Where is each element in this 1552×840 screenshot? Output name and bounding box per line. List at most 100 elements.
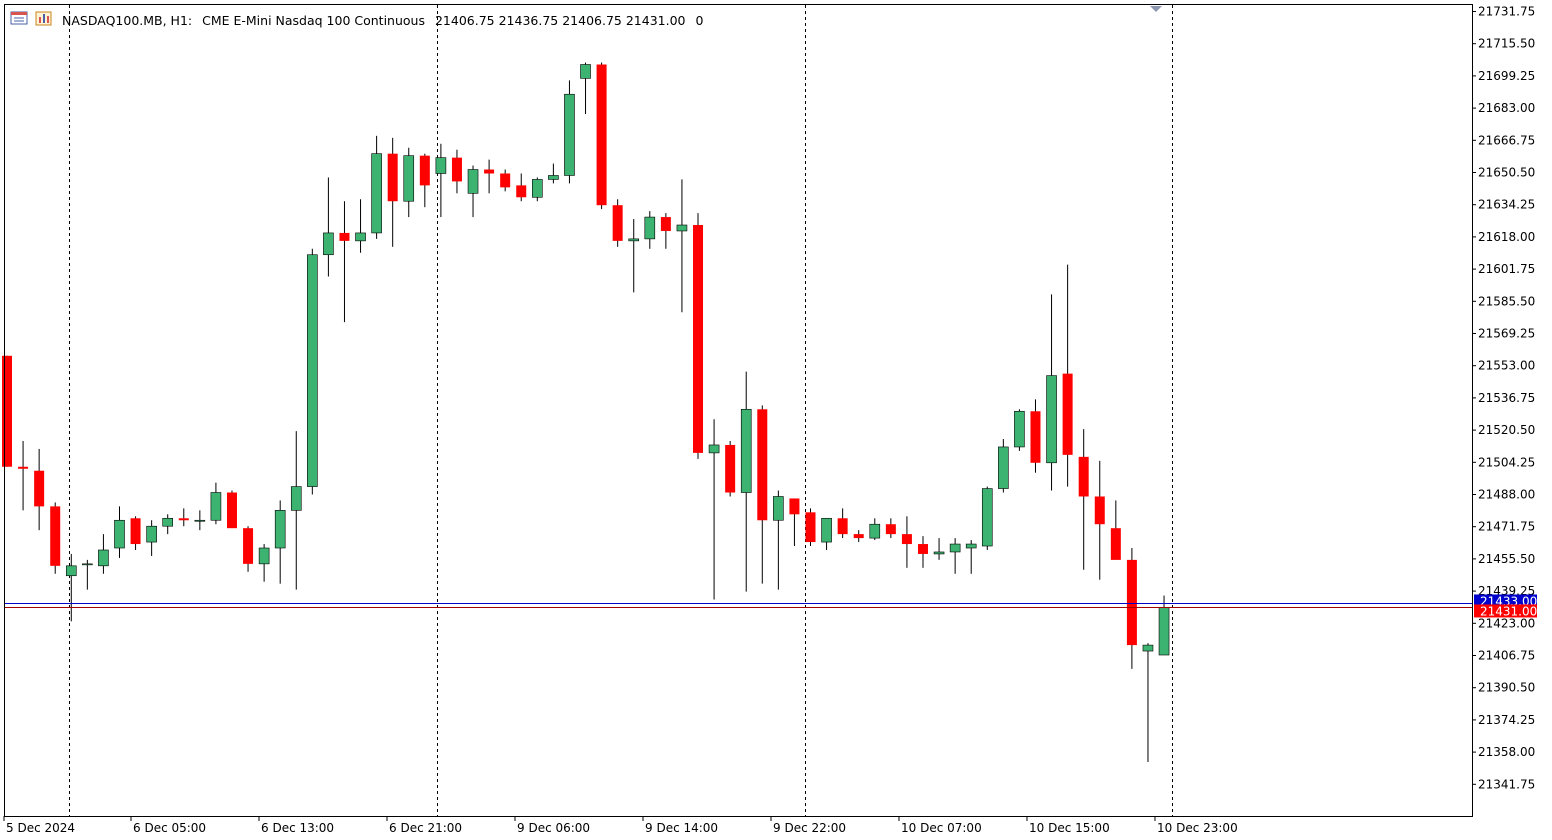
- price-tick-label: 21341.75: [1478, 777, 1535, 791]
- bear-candle: [130, 516, 141, 550]
- bull-candle: [949, 538, 961, 574]
- bull-candle: [998, 439, 1009, 493]
- bear-candle: [18, 440, 29, 511]
- chart-properties-icon[interactable]: [35, 11, 52, 26]
- time-tick-label: 6 Dec 05:00: [133, 821, 206, 835]
- bull-candle: [114, 506, 125, 558]
- bear-candle: [243, 526, 254, 572]
- candle-body: [949, 543, 961, 553]
- bull-candle: [371, 135, 382, 239]
- price-axis[interactable]: 21731.75 21715.50 21699.25 21683.00 21666.75…: [1472, 5, 1535, 792]
- time-tick-label: 9 Dec 06:00: [517, 821, 590, 835]
- bear-candle: [484, 159, 495, 194]
- candle-body: [114, 519, 125, 549]
- price-tick-label: 21358.00: [1478, 745, 1535, 759]
- price-tick-label: 21488.00: [1478, 488, 1535, 502]
- chart-shift-marker-icon[interactable]: [1150, 6, 1162, 12]
- candle-body: [18, 466, 29, 469]
- candle-body: [998, 446, 1009, 489]
- candle-body: [162, 517, 173, 527]
- bear-candle: [837, 508, 848, 539]
- price-tick-label: 21634.25: [1478, 198, 1535, 212]
- price-tick-label: 21585.50: [1478, 294, 1535, 308]
- price-tick-label: 21731.75: [1478, 5, 1535, 19]
- bull-candle: [98, 534, 109, 574]
- price-tick-label: 21406.75: [1478, 649, 1535, 663]
- bear-candle: [2, 355, 12, 467]
- bear-candle: [725, 440, 736, 497]
- candle-body: [789, 498, 800, 515]
- bull-candle: [82, 559, 93, 590]
- candle-body: [50, 506, 61, 566]
- price-tick-label: 21650.50: [1478, 166, 1535, 180]
- candle-body: [1142, 644, 1154, 652]
- candle-body: [853, 534, 864, 539]
- candle-body: [1110, 528, 1121, 560]
- bear-candle: [516, 173, 527, 202]
- bull-candle: [933, 538, 945, 560]
- candle-body: [773, 496, 784, 521]
- price-tick-label: 21504.25: [1478, 455, 1535, 469]
- bull-candle: [210, 482, 222, 525]
- candle-body: [98, 549, 109, 567]
- price-tick-label: 21569.25: [1478, 327, 1535, 341]
- candle-body: [146, 525, 157, 543]
- candle-body: [580, 64, 591, 79]
- candle-body: [644, 216, 656, 240]
- candle-body: [323, 232, 334, 256]
- bear-candle: [1126, 548, 1137, 669]
- candle-body: [901, 534, 912, 545]
- bull-candle: [644, 211, 656, 249]
- candle-body: [1046, 375, 1057, 464]
- bull-candle: [532, 177, 543, 202]
- candle-body: [612, 205, 623, 241]
- header-volume: 0: [695, 13, 703, 28]
- price-tick-label: 21520.50: [1478, 423, 1535, 437]
- candle-body: [451, 157, 462, 182]
- candle-body: [1158, 607, 1170, 656]
- price-tick-label: 21553.00: [1478, 359, 1535, 373]
- candle-body: [419, 155, 430, 186]
- candle-body: [274, 510, 286, 549]
- bull-candle: [869, 518, 881, 541]
- candle-body: [178, 518, 189, 521]
- candle-body: [467, 169, 479, 194]
- candle-body: [532, 179, 543, 198]
- bear-candle: [226, 490, 237, 529]
- candle-series: [2, 62, 1170, 763]
- bull-candle: [162, 514, 173, 535]
- price-tick-label: 21683.00: [1478, 101, 1535, 115]
- candle-body: [355, 232, 366, 242]
- bull-candle: [740, 371, 752, 592]
- bear-candle: [805, 508, 816, 547]
- time-tick-label: 10 Dec 15:00: [1029, 821, 1110, 835]
- bull-candle: [1142, 643, 1154, 763]
- price-tick-label: 21536.75: [1478, 391, 1535, 405]
- header-ohlc: 21406.75 21436.75 21406.75 21431.00: [435, 13, 686, 28]
- bull-candle: [965, 540, 977, 574]
- candle-body: [628, 238, 640, 242]
- price-tick-label: 21374.25: [1478, 713, 1535, 727]
- time-tick-label: 9 Dec 22:00: [773, 821, 846, 835]
- chart-list-icon[interactable]: [10, 11, 28, 25]
- bull-candle: [403, 147, 415, 218]
- candle-body: [564, 93, 575, 176]
- time-tick-label: 5 Dec 2024: [6, 821, 75, 835]
- candle-body: [82, 563, 93, 566]
- candle-body: [1014, 410, 1025, 448]
- time-axis[interactable]: 5 Dec 2024 6 Dec 05:00 6 Dec 13:00 6 Dec 21…: [3, 816, 1238, 835]
- price-tick-label: 21601.75: [1478, 262, 1535, 276]
- bear-candle: [757, 405, 768, 584]
- bull-candle: [258, 544, 270, 582]
- price-tick-label: 21715.50: [1478, 37, 1535, 51]
- price-tick-label: 21699.25: [1478, 69, 1535, 83]
- time-tick-label: 10 Dec 07:00: [901, 821, 982, 835]
- ask-price-label: 21431.00: [1480, 604, 1537, 618]
- time-tick-label: 10 Dec 23:00: [1157, 821, 1238, 835]
- bear-candle: [885, 518, 896, 539]
- bear-candle: [853, 530, 864, 543]
- bear-candle: [178, 508, 189, 527]
